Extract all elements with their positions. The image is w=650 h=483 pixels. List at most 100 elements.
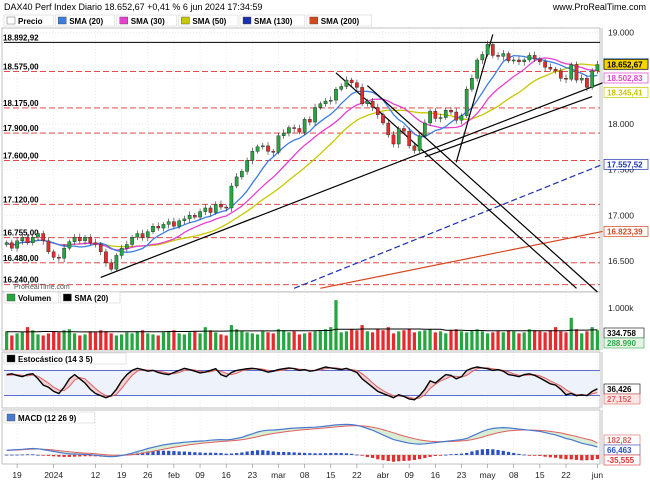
candle: [166, 221, 171, 225]
macd-hist-bar: [15, 454, 19, 456]
trend-line: [424, 95, 593, 158]
volume-bar: [438, 331, 443, 350]
macd-hist-bar: [590, 454, 594, 461]
volume-bar: [140, 330, 145, 350]
volume-bar: [198, 333, 202, 350]
volume-bar: [449, 330, 453, 350]
candle: [72, 236, 77, 242]
candle: [370, 100, 375, 108]
candle: [145, 231, 150, 238]
volume-bar: [156, 335, 160, 350]
stoch-tag-label: 36,426: [607, 385, 632, 394]
macd-hist-bar: [491, 449, 495, 455]
macd-hist-bar: [533, 454, 537, 456]
price-tag: [603, 158, 649, 170]
volume-bar: [590, 327, 594, 350]
legend-swatch: [6, 354, 16, 363]
macd-hist-bar: [302, 452, 307, 455]
legend-item: [178, 14, 239, 27]
macd-hist-bar: [313, 453, 317, 455]
volume-bar: [78, 335, 82, 350]
macd-hist-bar: [376, 454, 380, 460]
macd-hist-bar: [580, 454, 584, 461]
candle: [360, 87, 364, 105]
macd-hist-bar: [527, 454, 532, 456]
volume-bar: [167, 331, 171, 350]
candle: [25, 236, 30, 243]
macd-hist-bar: [20, 454, 24, 456]
macd-hist-bar: [501, 450, 505, 455]
volume-bar: [344, 331, 349, 350]
macd-tag-label: -35,555: [607, 456, 635, 465]
volume-bar: [318, 330, 322, 350]
legend-item: [3, 411, 96, 424]
macd-hist-bar: [72, 454, 77, 457]
candle: [328, 99, 333, 102]
macd-hist-bar: [255, 450, 260, 455]
macd-hist-bar: [282, 452, 286, 455]
macd-fill: [6, 424, 598, 457]
candle: [224, 206, 229, 209]
volume-bar: [402, 330, 406, 350]
candle: [109, 262, 113, 270]
macd-hist-bar: [444, 454, 448, 456]
macd-hist-bar: [323, 453, 328, 455]
macd-hist-bar: [339, 453, 343, 455]
legend-swatch: [6, 413, 16, 422]
volume-bar: [172, 330, 176, 350]
candle: [240, 171, 244, 178]
candle: [339, 86, 344, 90]
macd-hist-bar: [52, 454, 56, 457]
volume-bar: [240, 331, 244, 350]
volume-bar: [161, 332, 166, 350]
legend-item: [3, 14, 54, 27]
candle: [475, 59, 479, 79]
macd-hist-bar: [276, 451, 281, 455]
candle: [135, 233, 140, 238]
x-tick-label: 19: [117, 470, 127, 480]
volume-bar: [585, 331, 589, 350]
candle: [402, 128, 406, 132]
legend-item: [239, 14, 306, 27]
level-label: 16.755,00: [3, 229, 39, 238]
volume-bar: [533, 330, 537, 350]
volume-bar: [282, 330, 286, 350]
candle: [553, 68, 558, 72]
x-axis: 19 2024 12 19 26 feb 09 16 23 mar 08 15 22 abr 09 16 23 m…: [12, 464, 603, 480]
price-tick-label: 19.000: [608, 28, 634, 38]
volume-tag-label: 334.758: [607, 329, 636, 338]
volume-bar: [25, 327, 30, 350]
candle: [271, 151, 276, 153]
volume-bar: [444, 333, 448, 350]
macd-hist-bar: [88, 454, 92, 457]
candle: [57, 257, 61, 259]
level-label: 18.892,92: [3, 33, 39, 42]
macd-hist-bar: [381, 454, 385, 461]
price-tag-label: 18.502,83: [607, 74, 643, 83]
candle: [151, 226, 155, 232]
price-tag-label: 18.345,41: [607, 88, 643, 97]
stoch-k-line: [6, 366, 598, 401]
sma130-line: [293, 163, 603, 289]
stoch-tag: [603, 393, 641, 405]
candle: [323, 100, 328, 105]
volume-bar: [480, 331, 484, 350]
volume-bar: [428, 329, 432, 350]
macd-hist-bar: [250, 450, 254, 455]
volume-bar: [57, 332, 61, 350]
candle: [250, 151, 255, 161]
candle: [407, 131, 411, 147]
volume-bar: [266, 332, 270, 350]
macd-hist-bar: [146, 451, 150, 455]
legend-swatch: [309, 16, 318, 25]
x-tick-label: jun: [591, 470, 604, 480]
site-url: www.ProRealTime.com: [552, 2, 646, 12]
candle: [302, 119, 307, 133]
candle: [585, 78, 589, 88]
legend-label: SMA (200): [321, 17, 360, 26]
macd-hist-bar: [161, 450, 166, 455]
chart-title: DAX40 Perf Index Diario 18.652,67 +0,41 …: [4, 2, 262, 12]
volume-bar: [36, 334, 40, 350]
